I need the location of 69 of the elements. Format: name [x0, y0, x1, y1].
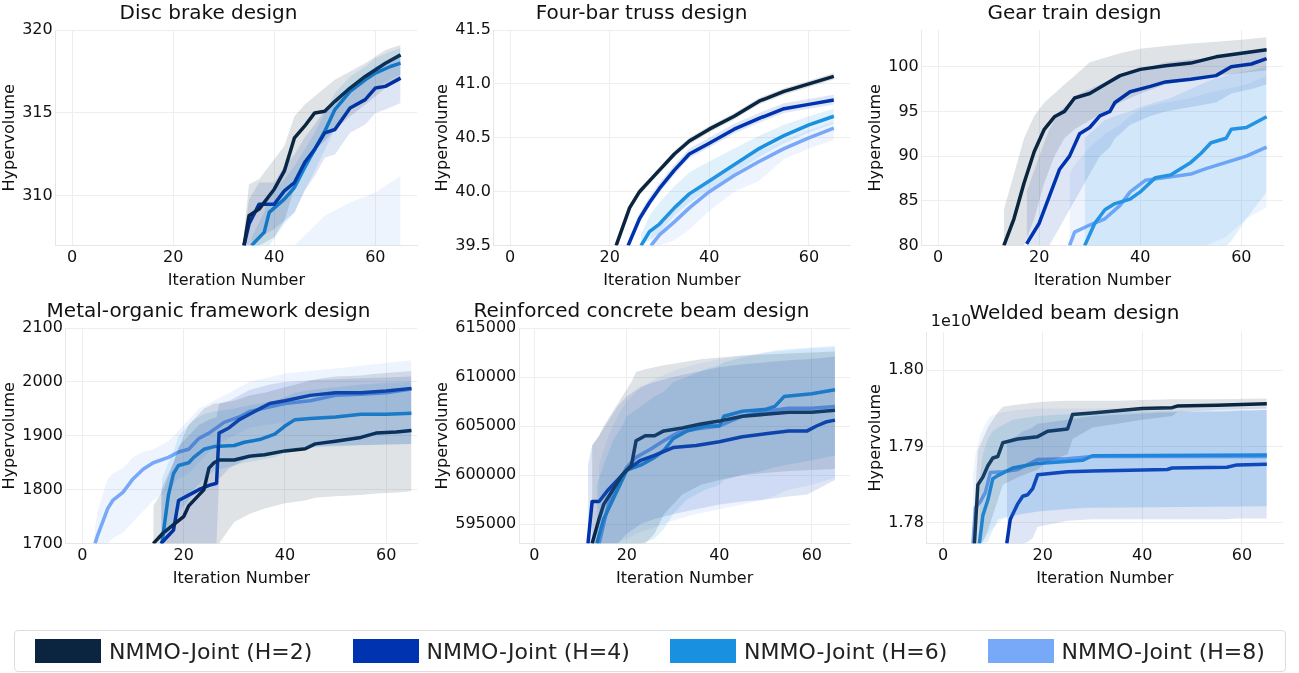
- y-tick-label: 40.5: [455, 126, 491, 146]
- y-tick-label: 85: [898, 190, 919, 210]
- legend-label: NMMO-Joint (H=2): [109, 638, 313, 664]
- legend-label: NMMO-Joint (H=8): [1061, 638, 1265, 664]
- text: 1e10: [930, 311, 972, 331]
- x-axis-title: Iteration Number: [1033, 269, 1172, 289]
- x-tick-label: 40: [264, 247, 285, 267]
- y-tick-label: 90: [898, 145, 919, 165]
- x-axis-title: Iteration Number: [167, 269, 306, 289]
- y-tick-label: 600000: [455, 464, 517, 484]
- x-axis-title: Iteration Number: [616, 567, 754, 587]
- x-tick-label: 0: [933, 247, 944, 267]
- x-tick-label: 60: [798, 247, 820, 267]
- y-tick-label: 610000: [455, 366, 517, 386]
- y-axis-title: Hypervolume: [864, 84, 884, 192]
- x-tick-label: 40: [699, 247, 720, 267]
- x-axis-title: Iteration Number: [172, 567, 311, 587]
- x-tick-label: 20: [1032, 545, 1053, 565]
- y-tick-label: 80: [898, 234, 919, 254]
- y-tick-label: 1.78: [888, 512, 924, 532]
- y-axis-title: Hypervolume: [864, 384, 884, 492]
- y-tick-label: 100: [888, 55, 919, 75]
- y-tick-label: 40.0: [455, 180, 491, 200]
- x-axis-title: Iteration Number: [603, 269, 741, 289]
- y-tick-label: 1.79: [888, 435, 924, 455]
- x-tick-label: 40: [1132, 545, 1153, 565]
- y-tick-label: 1800: [22, 478, 63, 498]
- y-tick-label: 320: [22, 19, 53, 39]
- y-tick-label: 605000: [455, 415, 517, 435]
- x-tick-label: 60: [365, 247, 386, 267]
- x-tick-label: 60: [1231, 545, 1253, 565]
- x-tick-label: 0: [529, 545, 540, 565]
- x-tick-label: 0: [67, 247, 78, 267]
- y-tick-label: 595000: [455, 513, 517, 533]
- x-tick-label: 40: [274, 545, 296, 565]
- chart-title: Gear train design: [987, 0, 1162, 25]
- chart-title: Four-bar truss design: [535, 0, 748, 25]
- y-tick-label: 41.0: [455, 73, 491, 93]
- x-axis-title: Iteration Number: [1036, 567, 1174, 587]
- chart-title: Welded beam design: [969, 300, 1180, 325]
- x-tick-label: 20: [599, 247, 620, 267]
- chart-title: Disc brake design: [119, 0, 298, 25]
- x-tick-label: 0: [504, 247, 516, 267]
- legend-label: NMMO-Joint (H=6): [744, 638, 948, 664]
- x-tick-label: 60: [801, 545, 823, 565]
- x-tick-label: 20: [173, 545, 194, 565]
- x-tick-label: 60: [1231, 247, 1252, 267]
- y-tick-label: 95: [898, 100, 919, 120]
- y-axis-title: Hypervolume: [0, 382, 18, 490]
- legend-label: NMMO-Joint (H=4): [426, 638, 630, 664]
- y-tick-label: 41.5: [455, 19, 491, 39]
- y-tick-label: 1700: [22, 532, 63, 552]
- x-tick-label: 40: [709, 545, 730, 565]
- x-tick-label: 20: [163, 247, 184, 267]
- y-tick-label: 1900: [22, 424, 63, 444]
- y-axis-title: Hypervolume: [431, 382, 451, 490]
- x-tick-label: 0: [937, 545, 949, 565]
- y-tick-label: 310: [22, 185, 53, 204]
- x-tick-label: 60: [375, 545, 397, 565]
- y-tick-label: 315: [22, 102, 53, 122]
- x-tick-label: 40: [1130, 247, 1151, 267]
- y-tick-label: 1.80: [888, 359, 924, 379]
- x-tick-label: 20: [1029, 247, 1050, 267]
- y-tick-label: 39.5: [455, 234, 491, 254]
- y-tick-label: 2000: [22, 371, 63, 391]
- y-axis-title: Hypervolume: [431, 84, 451, 192]
- y-axis-title: Hypervolume: [0, 84, 18, 192]
- x-tick-label: 0: [77, 545, 88, 565]
- x-tick-label: 20: [616, 545, 637, 565]
